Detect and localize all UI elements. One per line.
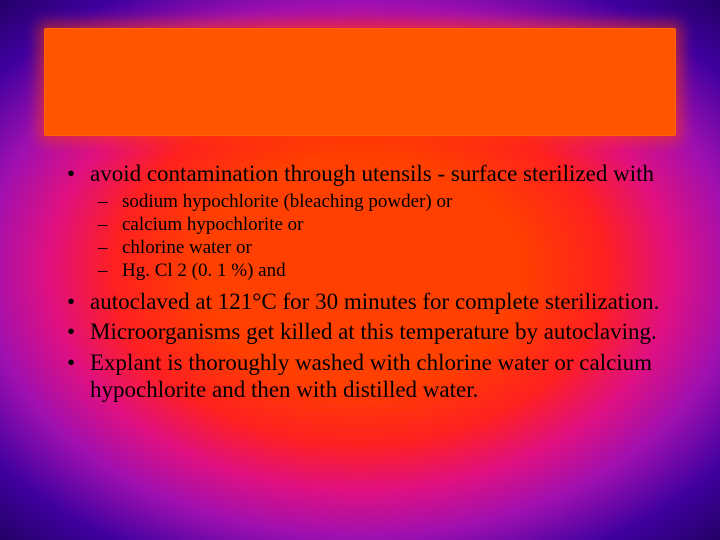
sub-bullet-text: chlorine water or xyxy=(122,237,252,258)
sub-bullet-item: calcium hypochlorite or xyxy=(90,214,666,237)
bullet-text: Explant is thoroughly washed with chlori… xyxy=(90,350,652,402)
bullet-item: autoclaved at 121°C for 30 minutes for c… xyxy=(60,288,666,315)
bullet-text: avoid contamination through utensils - s… xyxy=(90,161,654,186)
sub-bullet-item: sodium hypochlorite (bleaching powder) o… xyxy=(90,191,666,214)
title-panel xyxy=(44,28,676,136)
bullet-item: Microorganisms get killed at this temper… xyxy=(60,318,666,345)
sub-bullet-text: sodium hypochlorite (bleaching powder) o… xyxy=(122,191,452,212)
bullet-text: Microorganisms get killed at this temper… xyxy=(90,319,657,344)
bullet-text: autoclaved at 121°C for 30 minutes for c… xyxy=(90,289,659,314)
slide-content: avoid contamination through utensils - s… xyxy=(60,160,666,406)
sub-bullet-text: calcium hypochlorite or xyxy=(122,214,304,235)
sub-bullet-list: sodium hypochlorite (bleaching powder) o… xyxy=(90,191,666,282)
bullet-item: avoid contamination through utensils - s… xyxy=(60,160,666,282)
main-bullet-list: avoid contamination through utensils - s… xyxy=(60,160,666,403)
sub-bullet-item: Hg. Cl 2 (0. 1 %) and xyxy=(90,260,666,283)
sub-bullet-text: Hg. Cl 2 (0. 1 %) and xyxy=(122,260,286,281)
sub-bullet-item: chlorine water or xyxy=(90,237,666,260)
bullet-item: Explant is thoroughly washed with chlori… xyxy=(60,349,666,403)
